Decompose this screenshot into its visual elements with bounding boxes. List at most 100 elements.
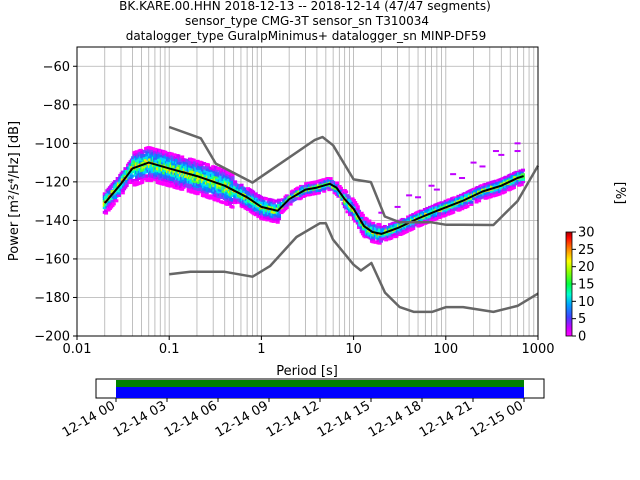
density-cell: [359, 227, 364, 231]
density-cell: [208, 196, 213, 200]
density-cell: [388, 223, 393, 227]
density-cell: [459, 177, 466, 180]
density-cell: [331, 180, 336, 184]
density-cell: [193, 184, 198, 188]
density-cell: [208, 168, 213, 172]
density-cell: [355, 221, 360, 225]
density-cell: [209, 176, 214, 180]
density-cell: [504, 175, 509, 179]
time-tick-label: 12-14 21: [417, 398, 475, 440]
density-cell: [180, 187, 185, 191]
density-cell: [264, 201, 269, 205]
density-cell: [123, 185, 128, 189]
colorbar-tick-label: 25: [578, 243, 595, 258]
density-cell: [346, 195, 351, 199]
colorbar-tick-label: 5: [578, 312, 586, 327]
density-cell: [178, 157, 183, 161]
density-cell: [118, 176, 123, 180]
density-cell: [156, 174, 161, 178]
density-cell: [264, 204, 269, 208]
density-cell: [439, 201, 444, 205]
density-cell: [182, 163, 187, 167]
density-cell: [452, 196, 457, 200]
density-cell: [322, 189, 327, 193]
density-cell: [296, 186, 301, 190]
density-cell: [230, 173, 235, 177]
density-cell: [206, 172, 211, 176]
density-cell: [199, 175, 204, 179]
density-cell: [215, 191, 220, 195]
density-cell: [240, 205, 245, 209]
density-cell: [227, 195, 232, 199]
density-cell: [411, 224, 416, 228]
density-cell: [359, 211, 364, 215]
density-cell: [196, 167, 201, 171]
density-cell: [382, 224, 387, 228]
density-cell: [230, 200, 235, 204]
density-cell: [104, 211, 109, 215]
density-cell: [350, 197, 355, 201]
density-cell: [166, 153, 171, 157]
density-cell: [248, 205, 253, 209]
density-cell: [212, 167, 217, 171]
coverage-bar-blue: [116, 387, 524, 398]
density-cell: [298, 189, 303, 193]
density-cell: [169, 180, 174, 184]
density-cell: [433, 215, 438, 219]
density-cell: [360, 232, 365, 236]
density-cell: [438, 215, 443, 219]
density-cell: [437, 211, 442, 215]
density-cell: [474, 198, 479, 202]
density-cell: [291, 189, 296, 193]
density-cell: [465, 204, 470, 208]
density-cell: [189, 181, 194, 185]
density-cell: [158, 177, 163, 181]
density-cell: [424, 212, 429, 216]
density-cell: [504, 178, 509, 182]
density-cell: [176, 179, 181, 183]
density-cell: [233, 184, 238, 188]
density-cell: [434, 205, 439, 209]
density-cell: [351, 198, 356, 202]
density-cell: [204, 193, 209, 197]
density-cell: [141, 173, 146, 177]
density-cell: [191, 158, 196, 162]
density-cell: [449, 199, 454, 203]
density-cell: [162, 182, 167, 186]
density-cell: [216, 197, 221, 201]
plot-frame: [76, 46, 539, 337]
density-cell: [159, 179, 164, 183]
density-cell: [177, 175, 182, 179]
density-cell: [506, 186, 511, 190]
time-tick-label: 12-14 15: [315, 398, 373, 440]
density-cell: [135, 180, 140, 184]
density-cell: [444, 210, 449, 214]
density-cell: [506, 176, 511, 180]
density-cell: [277, 198, 282, 202]
density-cell: [119, 183, 124, 187]
density-cell: [419, 209, 424, 213]
density-cell: [520, 173, 525, 177]
density-cell: [227, 171, 232, 175]
density-cell: [483, 182, 488, 186]
density-cell: [208, 189, 213, 193]
density-cell: [236, 200, 241, 204]
density-cell: [224, 181, 229, 185]
density-cell: [384, 238, 389, 242]
density-cell: [420, 211, 425, 215]
density-cell: [163, 169, 168, 173]
density-cell: [123, 167, 128, 171]
density-cell: [328, 177, 333, 181]
x-tick-label: 0.1: [159, 342, 180, 357]
density-cell: [415, 196, 422, 199]
density-cell: [359, 216, 364, 220]
density-cell: [353, 219, 358, 223]
density-cell: [464, 200, 469, 204]
density-cell: [497, 192, 502, 196]
density-cell: [132, 178, 137, 182]
density-cell: [154, 164, 159, 168]
density-cell: [229, 179, 234, 183]
density-cell: [456, 194, 461, 198]
